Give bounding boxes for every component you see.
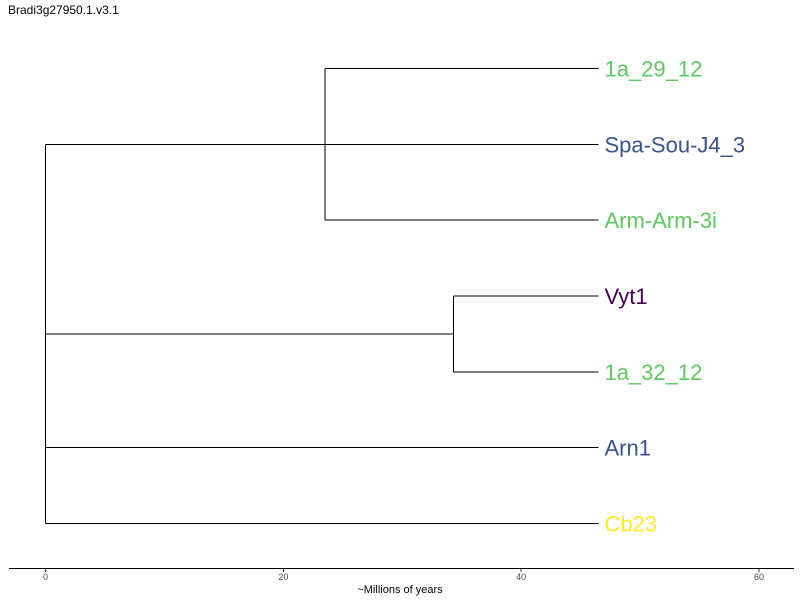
x-tick-label: 20 (278, 572, 288, 582)
leaf-label: 1a_29_12 (604, 57, 702, 82)
leaf-label: 1a_32_12 (604, 360, 702, 385)
leaf-label: Vyt1 (604, 284, 647, 309)
branches-layer (44, 67, 599, 525)
x-tick-label: 0 (43, 572, 48, 582)
x-axis-label: ~Millions of years (357, 584, 443, 596)
leaf-label: Cb23 (604, 511, 657, 536)
x-axis-ticks: 0 20 40 60 (43, 568, 764, 582)
x-tick-label: 60 (754, 572, 764, 582)
leaf-label: Arn1 (604, 436, 650, 461)
leaf-label: Spa-Sou-J4_3 (604, 132, 745, 157)
x-tick-label: 40 (516, 572, 526, 582)
x-axis: 0 20 40 60 ~Millions of years (9, 568, 794, 596)
leaf-label: Arm-Arm-3i (604, 208, 716, 233)
diagram-title: Bradi3g27950.1.v3.1 (8, 3, 119, 17)
leaf-labels-layer: 1a_29_12 Spa-Sou-J4_3 Arm-Arm-3i Vyt1 1a_32_… (604, 57, 745, 537)
